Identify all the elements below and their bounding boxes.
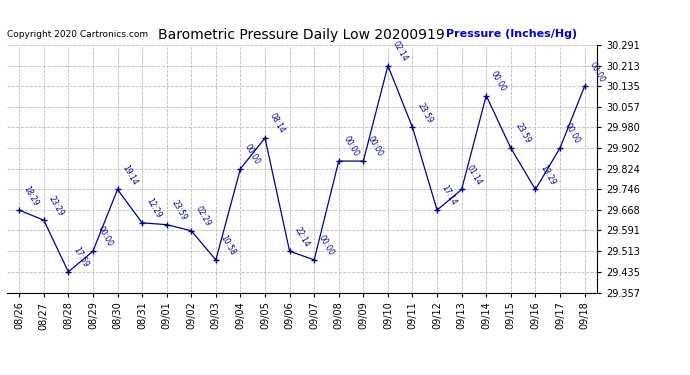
Text: Pressure (Inches/Hg): Pressure (Inches/Hg): [446, 29, 578, 39]
Text: 02:14: 02:14: [391, 39, 409, 63]
Text: 17:59: 17:59: [71, 246, 90, 269]
Text: 00:00: 00:00: [489, 69, 508, 93]
Text: 17:14: 17:14: [440, 184, 459, 207]
Text: 08:14: 08:14: [268, 112, 286, 135]
Text: 00:00: 00:00: [96, 225, 115, 248]
Text: 22:14: 22:14: [293, 225, 311, 248]
Text: 23:29: 23:29: [46, 194, 66, 217]
Text: 00:00: 00:00: [563, 122, 582, 145]
Text: 12:29: 12:29: [145, 197, 164, 220]
Text: 23:59: 23:59: [415, 101, 434, 124]
Text: 13:29: 13:29: [538, 163, 557, 187]
Text: 00:00: 00:00: [317, 234, 336, 257]
Text: Copyright 2020 Cartronics.com: Copyright 2020 Cartronics.com: [7, 30, 148, 39]
Text: 00:00: 00:00: [366, 135, 385, 158]
Text: 10:58: 10:58: [219, 234, 237, 257]
Text: 19:14: 19:14: [120, 163, 139, 187]
Text: 01:14: 01:14: [464, 163, 483, 187]
Title: Barometric Pressure Daily Low 20200919: Barometric Pressure Daily Low 20200919: [159, 28, 445, 42]
Text: 23:59: 23:59: [513, 122, 532, 145]
Text: 02:29: 02:29: [194, 205, 213, 228]
Text: 00:00: 00:00: [587, 60, 606, 84]
Text: 18:29: 18:29: [22, 184, 41, 207]
Text: 23:59: 23:59: [170, 198, 188, 222]
Text: 00:00: 00:00: [342, 135, 360, 158]
Text: 00:00: 00:00: [243, 142, 262, 166]
